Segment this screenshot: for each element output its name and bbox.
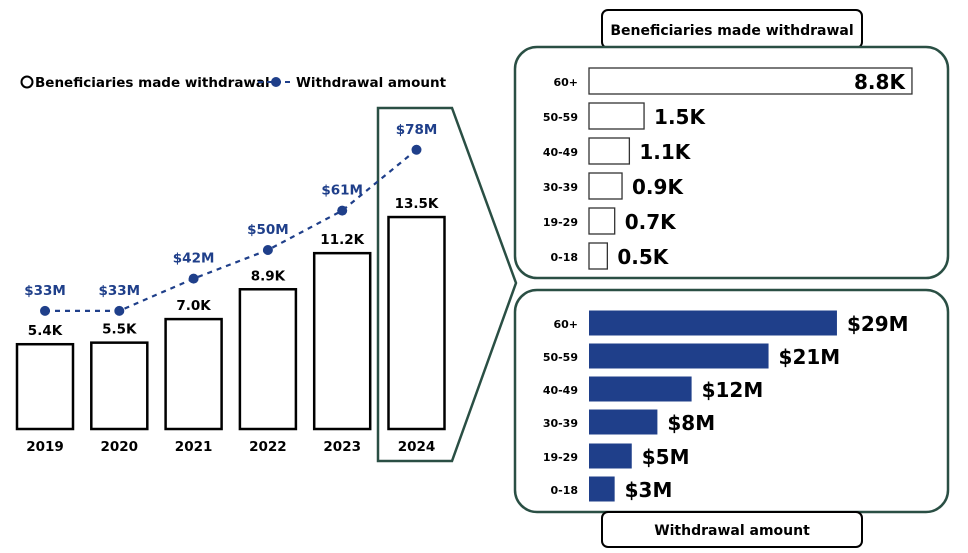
- line-point-2024: [411, 144, 422, 155]
- bar-2023: [312, 251, 372, 431]
- bar-50-59: [588, 102, 645, 130]
- bar-2019: [15, 342, 75, 431]
- bar-0-18: [589, 476, 615, 502]
- line-point-2019: [40, 305, 50, 316]
- legend-bar-label: Beneficiaries made withdrawal: [35, 75, 270, 91]
- bar-40-49: [589, 376, 692, 402]
- bar-2022: [238, 288, 298, 431]
- age-label-50-59: 50-59: [543, 351, 578, 364]
- beneficiaries-panel-title: Beneficiaries made withdrawal: [610, 23, 853, 39]
- line-label-2024: $78M: [396, 122, 438, 138]
- bar-label-2022: 8.9K: [251, 268, 286, 284]
- line-label-2021: $42M: [173, 251, 215, 267]
- value-label-60+: 8.8K: [854, 70, 906, 94]
- value-label-19-29: 0.7K: [625, 210, 677, 234]
- bar-2020: [90, 341, 149, 431]
- line-label-2019: $33M: [24, 283, 66, 299]
- age-label-30-39: 30-39: [543, 181, 578, 194]
- line-label-2020: $33M: [98, 283, 140, 299]
- bar-label-2021: 7.0K: [176, 298, 211, 314]
- bar-label-2023: 11.2K: [320, 232, 364, 248]
- bar-2024: [387, 215, 446, 431]
- value-label-30-39: 0.9K: [632, 175, 684, 199]
- bar-19-29: [588, 207, 616, 235]
- age-label-60+: 60+: [553, 318, 578, 331]
- value-label-50-59: $21M: [779, 345, 841, 369]
- bar-label-2024: 13.5K: [395, 196, 439, 212]
- legend-line-label: Withdrawal amount: [296, 75, 447, 91]
- age-label-19-29: 19-29: [543, 216, 578, 229]
- value-label-0-18: $3M: [625, 478, 673, 502]
- age-label-0-18: 0-18: [550, 484, 578, 497]
- value-label-50-59: 1.5K: [654, 105, 706, 129]
- age-label-30-39: 30-39: [543, 417, 578, 430]
- line-label-2023: $61M: [321, 183, 363, 199]
- value-label-19-29: $5M: [642, 445, 690, 469]
- withdrawal-amount-line: $33M $33M $42M $50M $61M $78M: [24, 122, 437, 316]
- age-label-60+: 60+: [553, 76, 578, 89]
- legend: Beneficiaries made withdrawal Withdrawal…: [20, 75, 447, 91]
- line-label-2022: $50M: [247, 222, 289, 238]
- age-label-0-18: 0-18: [550, 251, 578, 264]
- bar-40-49: [588, 137, 631, 165]
- age-label-19-29: 19-29: [543, 451, 578, 464]
- amount-panel-title: Withdrawal amount: [654, 523, 810, 539]
- bar-30-39: [589, 409, 658, 435]
- x-tick-2022: 2022: [249, 439, 287, 455]
- line-point-2021: [188, 273, 199, 284]
- line-point-2022: [262, 245, 273, 255]
- bar-60+: [589, 310, 837, 336]
- x-tick-2024: 2024: [398, 439, 436, 455]
- value-label-40-49: 1.1K: [639, 140, 691, 164]
- x-tick-2021: 2021: [175, 439, 213, 455]
- age-label-50-59: 50-59: [543, 111, 578, 124]
- bar-60+: [588, 67, 913, 95]
- bar-label-2019: 5.4K: [28, 323, 63, 339]
- amount-by-age-bars: 60+ $29M 50-59 $21M 40-49 $12M 30-39 $8M 19-29 $5…: [543, 310, 909, 502]
- bar-30-39: [588, 172, 623, 200]
- value-label-40-49: $12M: [702, 378, 764, 402]
- bar-50-59: [589, 343, 769, 369]
- age-label-40-49: 40-49: [543, 384, 578, 397]
- bar-0-18: [588, 242, 609, 270]
- line-path: [45, 148, 418, 312]
- bar-19-29: [589, 443, 632, 469]
- legend-bar-marker: [20, 75, 34, 89]
- beneficiaries-by-age-bars: 60+ 8.8K 50-59 1.5K 40-49 1.1K 30-39 0.9K 19-29 0…: [543, 67, 913, 270]
- legend-line-dot: [271, 77, 281, 87]
- x-tick-2019: 2019: [26, 439, 64, 455]
- bar-label-2020: 5.5K: [102, 322, 137, 338]
- yearly-bars: 5.4K 2019 5.5K 2020 7.0K 2021 8.9K 2022 11.2K 202…: [15, 196, 446, 455]
- value-label-0-18: 0.5K: [617, 245, 669, 269]
- line-point-2023: [337, 205, 348, 216]
- value-label-30-39: $8M: [667, 411, 715, 435]
- value-label-60+: $29M: [847, 312, 909, 336]
- line-point-2020: [114, 305, 125, 316]
- x-tick-2020: 2020: [101, 439, 139, 455]
- highlight-callout-frame: [376, 106, 518, 463]
- age-label-40-49: 40-49: [543, 146, 578, 159]
- x-tick-2023: 2023: [323, 439, 361, 455]
- bar-2021: [164, 317, 223, 431]
- amount-title-tab: [601, 511, 863, 548]
